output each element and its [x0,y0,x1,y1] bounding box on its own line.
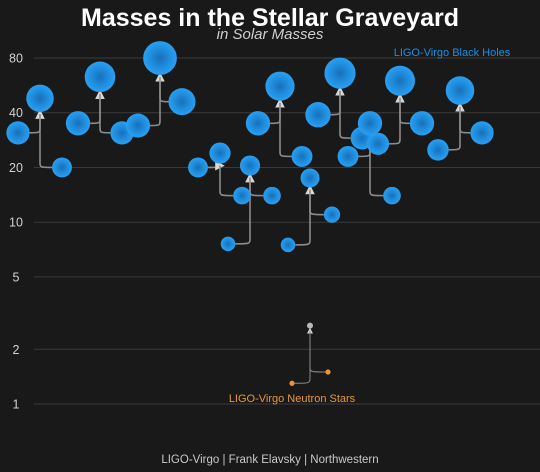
merger-arrow [339,90,351,139]
merger-arrow [159,76,169,103]
grid-lines [34,57,540,405]
neutron-star-point [325,369,331,375]
y-tick-label: 2 [13,343,20,357]
merger-arrow [29,109,45,134]
merger-arrow [235,172,255,245]
black-hole-remnant-point [445,76,475,105]
merger-arrow [459,106,471,134]
black-hole-point [52,157,72,178]
black-hole-point [125,113,151,138]
black-hole-remnant-point [239,155,261,176]
merger-arrow [150,72,165,127]
black-hole-point [188,157,208,178]
chart-subtitle: in Solar Masses [216,26,324,43]
merger-arrow [309,330,326,373]
black-hole-point [291,145,313,167]
black-hole-remnant-point [265,71,295,101]
merger-arrow [39,114,53,169]
black-hole-point [233,186,251,205]
black-hole-remnant-point [357,111,383,136]
y-axis-ticks: 1 2 5 10 20 40 80 [9,52,23,412]
y-tick-label: 80 [9,52,23,66]
merger-arrow [219,165,234,197]
y-tick-label: 20 [9,161,23,175]
black-hole-point [245,111,271,136]
merger-arrow [249,177,264,197]
black-hole-remnant-point [84,61,116,93]
neutron-star-remnant-point [307,322,313,329]
black-hole-remnant-point [384,65,416,96]
y-tick-label: 10 [9,216,23,230]
merger-arrows [29,72,471,384]
black-hole-remnant-point [300,168,320,188]
black-hole-point [263,186,281,205]
merger-arrow [399,97,410,125]
merger-arrow [389,92,405,145]
merger-arrow [207,160,225,171]
black-hole-remnant-point [209,142,231,164]
merger-arrow [369,137,384,197]
black-hole-point [305,102,331,128]
legend-black-holes: LIGO-Virgo Black Holes [394,47,511,59]
y-tick-label: 40 [9,106,23,120]
credit-line: LIGO-Virgo | Frank Elavsky | Northwester… [161,454,379,466]
black-hole-point [383,186,401,205]
black-hole-point [323,206,341,223]
merger-arrow [294,327,313,384]
black-hole-remnant-point [143,41,177,75]
black-hole-point [280,237,296,253]
merger-arrow [295,184,315,246]
merger-arrow [90,89,105,125]
black-hole-point [168,88,196,116]
y-tick-label: 1 [13,398,20,412]
black-hole-point [65,111,91,136]
merger-arrow [309,189,324,216]
black-hole-point [220,236,236,252]
black-hole-point [409,111,435,136]
legend-neutron-stars: LIGO-Virgo Neutron Stars [229,393,356,405]
merger-arrow [279,102,292,158]
black-hole-remnant-point [324,57,356,89]
black-hole-point [337,145,359,167]
merger-arrow [448,101,465,151]
black-hole-point [470,121,494,145]
neutron-star-point [289,380,295,386]
chart-title: Masses in the Stellar Graveyard [81,4,459,32]
merger-arrow [330,85,345,116]
black-hole-remnant-point [26,84,54,113]
y-tick-label: 5 [13,270,20,284]
black-hole-point [427,139,449,161]
black-hole-point [366,132,390,155]
mass-points [6,41,494,386]
black-hole-point [6,121,30,145]
merger-arrow [99,94,111,134]
